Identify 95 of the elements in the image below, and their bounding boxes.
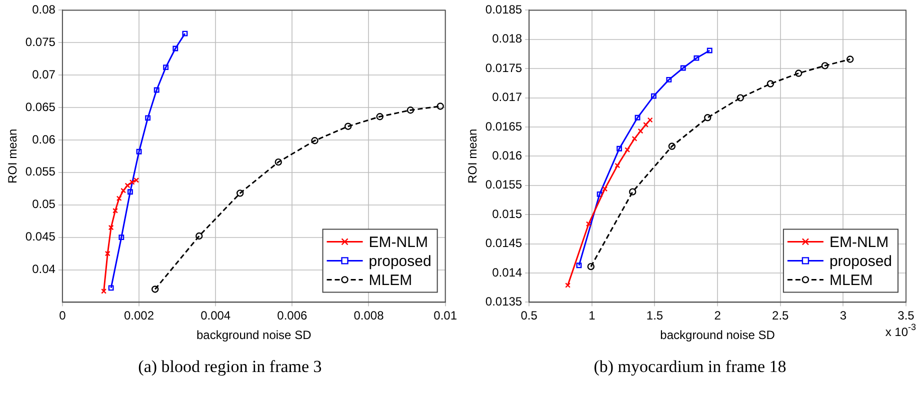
point — [196, 232, 203, 240]
point — [704, 114, 712, 122]
y-tick-label: 0.014 — [492, 265, 522, 280]
point — [116, 196, 122, 202]
point — [694, 55, 700, 61]
y-tick-label: 0.06 — [32, 132, 56, 146]
point — [129, 179, 135, 185]
point — [344, 122, 352, 130]
y-tick-label: 0.0165 — [485, 119, 522, 134]
point — [651, 93, 656, 99]
y-tick-label: 0.018 — [492, 32, 522, 46]
legend-label: proposed — [368, 252, 432, 270]
point — [614, 162, 620, 168]
y-tick-label: 0.04 — [32, 262, 56, 276]
point — [668, 142, 676, 150]
point — [136, 148, 142, 154]
legend-label: proposed — [829, 252, 892, 270]
point — [602, 186, 608, 192]
x-tick-label: 1.5 — [646, 308, 664, 323]
y-tick-label: 0.05 — [32, 197, 56, 212]
legend-label: EM-NLM — [368, 234, 428, 251]
x-tick-label: 0.006 — [277, 308, 308, 323]
point — [794, 70, 802, 77]
point — [151, 286, 159, 293]
x-tick-label: 0.01 — [434, 308, 458, 323]
point — [680, 65, 686, 71]
point — [596, 191, 602, 197]
point — [172, 46, 178, 52]
y-tick-label: 0.0175 — [485, 60, 522, 75]
y-axis-title: ROI mean — [6, 128, 20, 184]
point — [736, 94, 744, 102]
text: (b) myocardium in frame 18 — [592, 357, 788, 377]
y-tick-label: 0.016 — [492, 148, 522, 163]
y-axis-title: ROI mean — [466, 128, 480, 184]
x-tick-label: 1 — [588, 308, 596, 323]
legend-label: EM-NLM — [829, 234, 889, 251]
point — [127, 189, 133, 195]
y-tick-label: 0.0145 — [485, 236, 522, 250]
x-tick-label: 0.008 — [354, 308, 384, 323]
y-tick-label: 0.045 — [25, 230, 56, 244]
point — [145, 115, 151, 121]
point — [236, 190, 244, 197]
point — [586, 221, 592, 227]
y-tick-label: 0.0185 — [485, 2, 522, 17]
y-tick-label: 0.0155 — [485, 178, 522, 192]
point — [118, 234, 124, 240]
x-axis-title: background noise SD — [660, 328, 776, 342]
point — [638, 128, 644, 134]
legend-label: MLEM — [368, 272, 412, 289]
point — [104, 250, 110, 256]
x-tick-label: 3 — [840, 308, 847, 323]
x-axis-title: background noise SD — [196, 328, 312, 342]
point — [274, 158, 282, 166]
y-tick-label: 0.0135 — [485, 294, 522, 309]
point — [124, 182, 130, 188]
point — [616, 146, 622, 152]
point — [406, 106, 414, 114]
point — [120, 188, 126, 194]
x-tick-label: 2 — [714, 308, 722, 323]
point — [376, 113, 384, 120]
point — [576, 262, 582, 268]
text: (a) blood region in frame 3 — [137, 357, 323, 377]
y-tick-label: 0.015 — [492, 206, 522, 221]
x-tick-label: 0.004 — [200, 308, 231, 323]
y-tick-label: 0.075 — [25, 34, 56, 49]
point — [666, 76, 672, 82]
point — [821, 62, 829, 70]
point — [587, 262, 595, 270]
x-tick-label: 0.002 — [124, 308, 154, 323]
point — [108, 285, 114, 291]
x-tick-label: 0 — [59, 308, 66, 323]
point — [182, 30, 188, 36]
point — [632, 136, 638, 142]
point — [163, 64, 169, 70]
point — [846, 56, 854, 63]
x-tick-label: 0.5 — [520, 308, 538, 323]
point — [629, 188, 636, 196]
y-tick-label: 0.017 — [492, 90, 522, 104]
point — [634, 114, 640, 120]
point — [311, 137, 318, 144]
point — [766, 80, 774, 88]
x-tick-label: 3.5 — [898, 308, 915, 323]
point — [706, 48, 712, 54]
point — [154, 87, 160, 93]
x-tick-label: 2.5 — [772, 308, 790, 323]
point — [436, 102, 444, 110]
y-tick-label: 0.055 — [25, 164, 56, 179]
y-tick-label: 0.065 — [25, 100, 56, 114]
point — [643, 122, 649, 128]
point — [624, 147, 630, 152]
point — [112, 208, 118, 214]
point — [108, 224, 114, 230]
legend-label: MLEM — [829, 272, 873, 289]
y-tick-label: 0.07 — [32, 67, 56, 82]
y-tick-label: 0.08 — [32, 2, 56, 17]
